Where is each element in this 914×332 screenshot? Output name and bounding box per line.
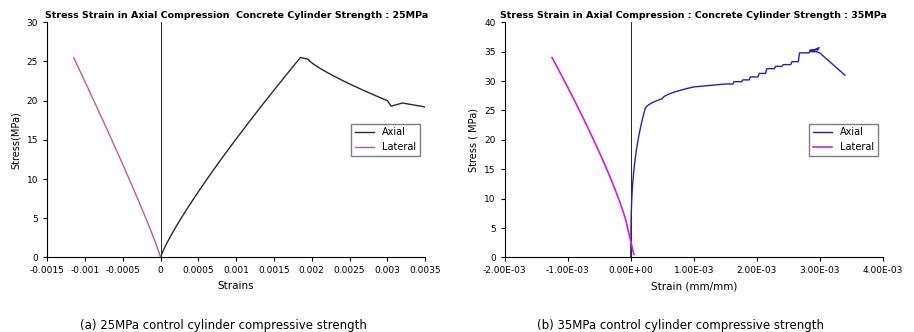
X-axis label: Strain (mm/mm): Strain (mm/mm)	[651, 281, 737, 291]
Axial	[813, 45, 824, 49]
Lateral	[78, 77, 89, 81]
Lateral	[625, 241, 636, 245]
Lateral	[547, 55, 558, 59]
Axial	[236, 130, 247, 134]
Lateral	[96, 115, 107, 119]
Axial	[625, 255, 636, 259]
Line: Axial: Axial	[161, 57, 425, 257]
Legend: Axial, Lateral: Axial, Lateral	[809, 124, 877, 156]
Lateral	[69, 55, 80, 59]
Axial	[420, 105, 430, 109]
Axial	[633, 131, 644, 135]
Lateral	[103, 131, 114, 135]
Lateral	[155, 255, 166, 259]
Lateral	[102, 129, 113, 133]
Lateral	[617, 209, 628, 213]
Title: Stress Strain in Axial Compression : Concrete Cylinder Strength : 35MPa: Stress Strain in Axial Compression : Con…	[500, 11, 887, 20]
Text: (b) 35MPa control cylinder compressive strength: (b) 35MPa control cylinder compressive s…	[537, 319, 824, 332]
Axial	[189, 196, 200, 200]
X-axis label: Strains: Strains	[218, 281, 254, 291]
Line: Lateral: Lateral	[74, 57, 161, 257]
Axial	[265, 92, 276, 96]
Line: Lateral: Lateral	[552, 57, 634, 255]
Axial	[839, 73, 850, 77]
Lateral	[99, 122, 110, 126]
Lateral	[606, 178, 617, 182]
Axial	[155, 255, 166, 259]
Title: Stress Strain in Axial Compression  Concrete Cylinder Strength : 25MPa: Stress Strain in Axial Compression Concr…	[45, 11, 428, 20]
Axial	[659, 94, 670, 98]
Y-axis label: Stress(MPa): Stress(MPa)	[11, 111, 21, 169]
Lateral	[629, 253, 640, 257]
Axial	[703, 84, 714, 88]
Axial	[285, 68, 296, 72]
Lateral	[572, 105, 583, 109]
Line: Axial: Axial	[631, 47, 845, 257]
Axial	[195, 187, 206, 191]
Axial	[156, 251, 167, 255]
Axial	[754, 71, 765, 75]
Legend: Axial, Lateral: Axial, Lateral	[351, 124, 420, 156]
Lateral	[620, 215, 631, 219]
Axial	[654, 98, 664, 102]
Lateral	[117, 161, 128, 165]
Y-axis label: Stress ( MPa): Stress ( MPa)	[469, 108, 479, 172]
Text: (a) 25MPa control cylinder compressive strength: (a) 25MPa control cylinder compressive s…	[80, 319, 367, 332]
Axial	[728, 80, 739, 84]
Axial	[295, 55, 306, 59]
Lateral	[558, 77, 569, 81]
